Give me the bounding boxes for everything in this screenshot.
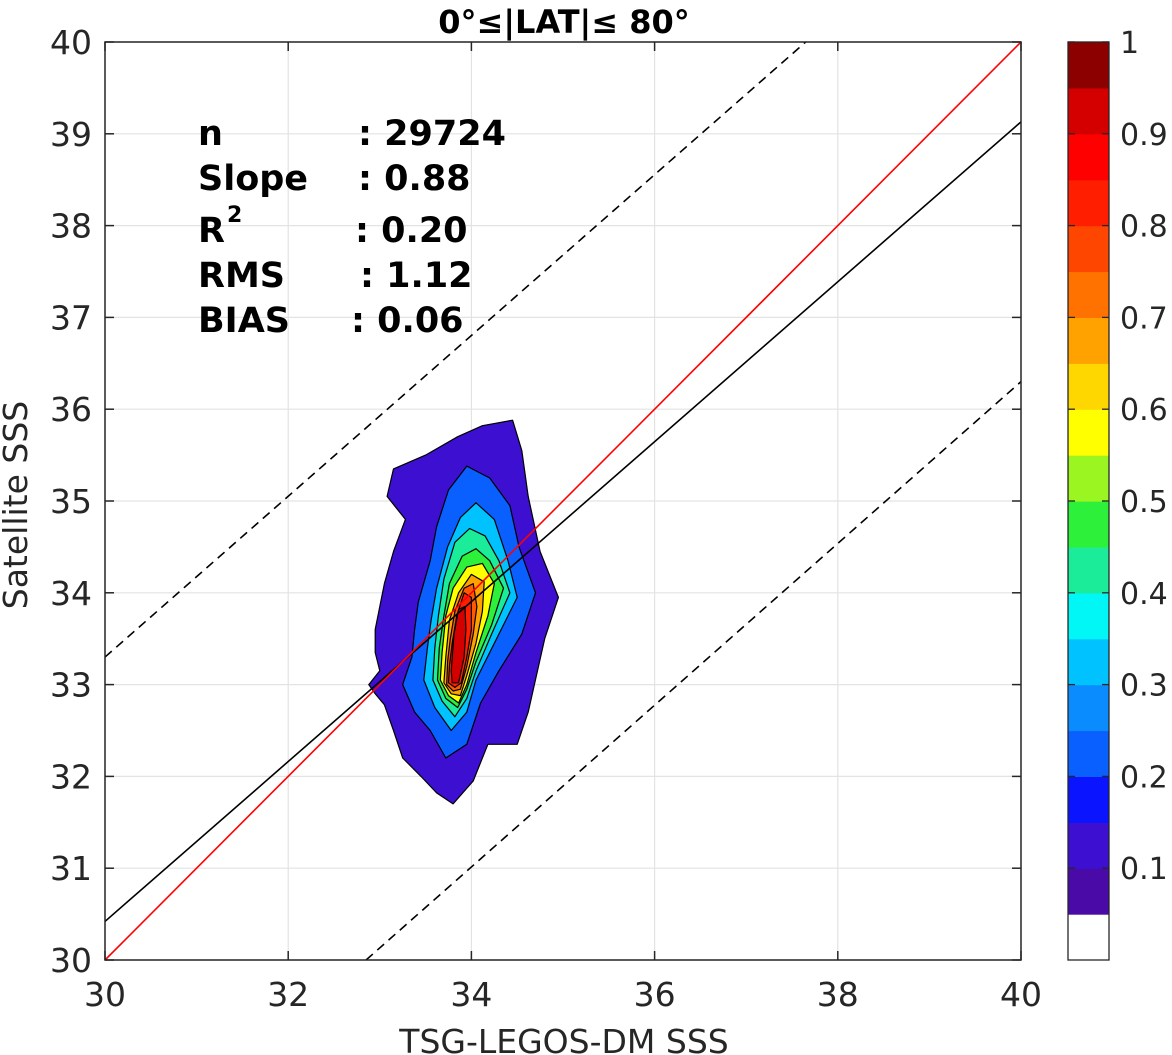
axis-ticks: 30 32 34 36 38 40 30 31 32 33 34 35 36 37 38 39 40 bbox=[50, 23, 1042, 1014]
stat-n-value: : 29724 bbox=[358, 114, 506, 154]
y-tick-label: 33 bbox=[50, 666, 92, 705]
stat-n-label: n bbox=[198, 114, 223, 154]
colorbar-tick-label: 0.7 bbox=[1120, 301, 1168, 336]
y-tick-label: 36 bbox=[50, 390, 92, 429]
colorbar-tick-label: 0.1 bbox=[1120, 852, 1168, 887]
colorbar-band bbox=[1068, 455, 1109, 502]
stat-r2-value: : 0.20 bbox=[355, 211, 468, 251]
contour-level-0.95 bbox=[450, 606, 467, 684]
colorbar-tick-label: 0.2 bbox=[1120, 760, 1168, 795]
x-tick-label: 36 bbox=[634, 975, 676, 1014]
colorbar-tick-label: 1 bbox=[1120, 26, 1139, 61]
colorbar-tick-label: 0.3 bbox=[1120, 669, 1168, 704]
colorbar-band bbox=[1068, 868, 1109, 915]
colorbar-band bbox=[1068, 914, 1109, 961]
lower-bound-line bbox=[365, 381, 1022, 961]
upper-bound-line bbox=[104, 41, 807, 658]
colorbar-band bbox=[1068, 684, 1109, 732]
y-tick-label: 40 bbox=[50, 23, 92, 62]
fit-line bbox=[104, 121, 1022, 923]
x-axis-label: TSG-LEGOS-DM SSS bbox=[398, 1022, 728, 1055]
y-tick-label: 30 bbox=[50, 941, 92, 980]
colorbar-tick-label: 0.6 bbox=[1120, 393, 1168, 428]
colorbar: 1 0.9 0.8 0.7 0.6 0.5 0.4 0.3 0.2 0.1 bbox=[1067, 26, 1168, 961]
contour-fills bbox=[368, 419, 559, 805]
colorbar-band bbox=[1068, 179, 1109, 227]
colorbar-tick-label: 0.9 bbox=[1120, 118, 1168, 153]
colorbar-band bbox=[1068, 592, 1109, 640]
x-tick-label: 38 bbox=[817, 975, 859, 1014]
colorbar-tick-label: 0.8 bbox=[1120, 210, 1168, 245]
colorbar-band bbox=[1068, 363, 1109, 410]
y-tick-label: 32 bbox=[50, 757, 92, 796]
colorbar-tick-label: 0.5 bbox=[1120, 485, 1168, 520]
colorbar-band bbox=[1068, 776, 1109, 823]
colorbar-tick-label: 0.4 bbox=[1120, 577, 1168, 612]
y-tick-label: 37 bbox=[50, 298, 92, 337]
identity-line bbox=[104, 41, 1022, 961]
y-tick-label: 35 bbox=[50, 482, 92, 521]
colorbar-band bbox=[1068, 822, 1109, 869]
y-tick-label: 39 bbox=[50, 115, 92, 154]
x-tick-label: 34 bbox=[450, 975, 492, 1014]
stat-slope-value: : 0.88 bbox=[358, 159, 471, 199]
colorbar-band bbox=[1068, 42, 1109, 89]
colorbar-band bbox=[1068, 501, 1109, 548]
stat-rms-value: : 1.12 bbox=[360, 256, 473, 296]
y-tick-label: 34 bbox=[50, 574, 92, 613]
stat-r2-label: R bbox=[198, 211, 225, 251]
colorbar-band bbox=[1068, 225, 1109, 273]
colorbar-band bbox=[1068, 317, 1109, 364]
colorbar-band bbox=[1068, 409, 1109, 456]
chart-title: 0°≤|LAT|≤ 80° bbox=[438, 3, 689, 42]
regression-lines bbox=[104, 41, 1022, 961]
y-axis-label: Satellite SSS bbox=[0, 401, 35, 610]
colorbar-band bbox=[1068, 638, 1109, 686]
stat-slope-label: Slope bbox=[198, 159, 308, 199]
x-tick-label: 40 bbox=[1000, 975, 1042, 1014]
colorbar-band bbox=[1068, 730, 1109, 777]
colorbar-band bbox=[1068, 87, 1109, 135]
stat-rms-label: RMS bbox=[198, 256, 285, 296]
stat-bias-label: BIAS bbox=[198, 301, 290, 341]
colorbar-band bbox=[1068, 271, 1109, 318]
x-tick-label: 32 bbox=[267, 975, 309, 1014]
y-tick-label: 31 bbox=[50, 849, 92, 888]
colorbar-band bbox=[1068, 133, 1109, 181]
colorbar-band bbox=[1068, 546, 1109, 594]
stat-bias-value: : 0.06 bbox=[351, 301, 464, 341]
x-tick-label: 30 bbox=[84, 975, 126, 1014]
y-tick-label: 38 bbox=[50, 207, 92, 246]
stat-r2-superscript: 2 bbox=[227, 203, 242, 228]
